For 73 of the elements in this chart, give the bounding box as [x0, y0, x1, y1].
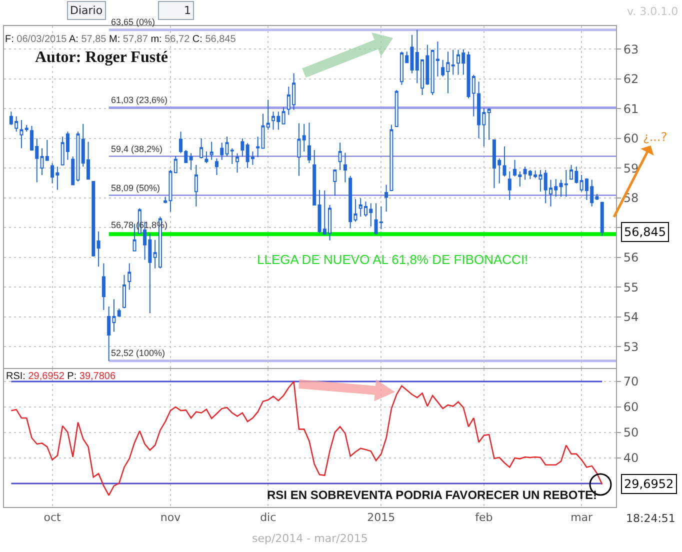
candlestick	[132, 223, 136, 252]
y-tick-label: 63	[623, 42, 639, 56]
candlestick	[390, 124, 394, 191]
candlestick	[102, 262, 106, 311]
candlestick	[194, 164, 198, 208]
candlestick	[236, 152, 240, 174]
candlestick	[333, 168, 337, 196]
annotation: 56,845	[205, 34, 236, 45]
y-tick-label: 60	[623, 400, 639, 414]
candlestick	[24, 124, 28, 132]
candlestick	[394, 89, 398, 128]
candlestick	[282, 106, 286, 124]
text: sep/2014 - mar/2015	[252, 532, 368, 545]
ref-line-label: 61,03 (23,6%)	[111, 95, 168, 105]
text: F: 06/03/2015 A: 57,85 M: 57,87 m: 56,72 C:	[5, 34, 202, 45]
candlestick	[128, 262, 132, 290]
ref-line-label: 59,4 (38,2%)	[111, 144, 163, 154]
candlestick	[210, 141, 214, 160]
y-tick-label: 55	[623, 280, 639, 294]
candlestick	[117, 308, 121, 318]
x-tick-label: oct	[44, 511, 62, 524]
candlestick	[384, 184, 388, 212]
text: Autor: Roger Fusté	[35, 49, 168, 66]
y-tick-label: 61	[623, 102, 639, 116]
y-tick-label: 54	[623, 310, 639, 324]
x-tick-label: 2015	[367, 511, 396, 524]
candlestick	[189, 152, 193, 170]
text: 18:24:51	[626, 512, 676, 525]
candlestick	[204, 151, 208, 164]
x-tick-label: nov	[160, 511, 182, 524]
candlestick	[508, 170, 512, 200]
candlestick	[307, 122, 311, 164]
candlestick	[600, 201, 604, 236]
y-tick-label: 60	[623, 132, 639, 146]
candlestick	[220, 142, 224, 160]
ref-line-label: 52,52 (100%)	[111, 348, 166, 358]
text: Diario	[70, 4, 103, 17]
y-tick-label: 59	[623, 161, 639, 176]
candlestick	[96, 231, 100, 268]
candlestick	[487, 108, 491, 140]
y-tick-label: 40	[623, 451, 639, 466]
annotation: LLEGA DE NUEVO AL 61,8% DE FIBONACCI!	[257, 252, 528, 267]
candlestick	[302, 123, 306, 152]
candlestick	[92, 181, 96, 257]
candlestick	[240, 138, 244, 158]
ref-line-label: 63,65 (0%)	[111, 17, 156, 27]
text: v. 3.0.1.0	[627, 5, 678, 18]
y-tick-label: 70	[623, 374, 639, 389]
candlestick	[200, 138, 204, 159]
y-tick-label: 62	[623, 72, 639, 86]
candlestick	[502, 146, 506, 177]
candlestick	[451, 49, 455, 76]
y-tick-label: 50	[623, 426, 639, 440]
candlestick	[20, 119, 24, 149]
candlestick	[122, 274, 126, 309]
text: 29,6952	[624, 477, 674, 491]
text: 1	[184, 4, 191, 17]
candlestick	[338, 142, 342, 170]
text: 56,845	[624, 225, 666, 239]
text: ¿...?	[643, 130, 668, 144]
candlestick	[266, 99, 270, 130]
annotation: RSI: 29,6952 P: 39,7806	[6, 371, 116, 382]
y-tick-label: 53	[623, 340, 639, 354]
x-tick-label: feb	[475, 511, 493, 524]
candlestick	[343, 152, 347, 183]
candlestick	[297, 122, 301, 176]
y-tick-label: 56	[623, 250, 639, 265]
candlestick	[214, 158, 218, 176]
x-tick-label: mar	[570, 511, 594, 524]
annotation: RSI EN SOBREVENTA PODRIA FAVORECER UN REBOTE!	[267, 488, 598, 502]
candlestick	[312, 150, 316, 206]
x-tick-label: dic	[260, 511, 276, 524]
ref-line-label: 58,09 (50%)	[111, 183, 160, 193]
